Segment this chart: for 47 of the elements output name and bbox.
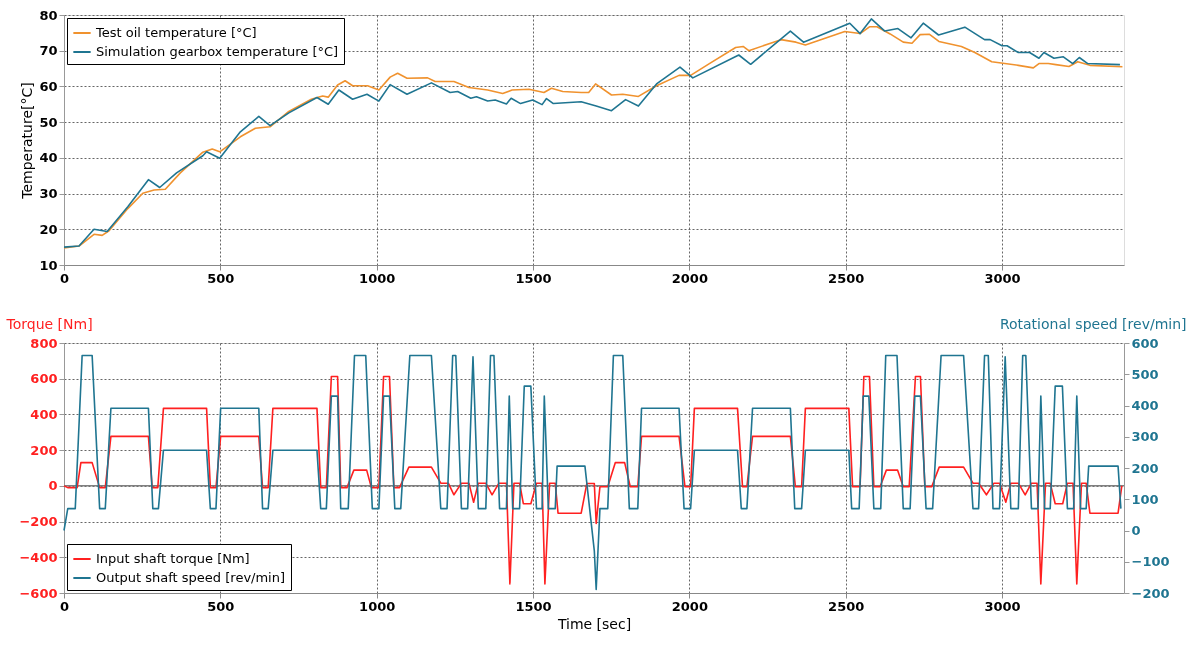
x-tick-label: 3000 [984, 270, 1021, 286]
y-axis-title: Temperature[°C] [19, 82, 36, 200]
y-tick-label: 60 [39, 78, 58, 94]
x-tick-label: 2000 [671, 270, 708, 286]
y-tick-label: 10 [39, 257, 58, 273]
y2-tick-label: 0 [1131, 523, 1141, 538]
legend-label: Simulation gearbox temperature [°C] [96, 44, 339, 59]
y2-tick-label: −200 [1131, 585, 1170, 601]
y-tick-label: 600 [30, 371, 58, 387]
y-tick-label: 0 [48, 478, 58, 494]
y2-tick-label: 200 [1131, 460, 1159, 476]
y-tick-label: 800 [30, 335, 58, 351]
y2-tick-label: 400 [1131, 398, 1159, 413]
x-tick-label: 500 [207, 598, 235, 614]
x-axis-title: Time [sec] [556, 615, 632, 632]
x-tick-label: 1500 [515, 598, 552, 614]
x-tick-label: 1000 [359, 270, 396, 286]
y2-axis-title: Rotational speed [rev/min] [999, 315, 1187, 332]
y-tick-label: 20 [39, 221, 58, 237]
y-tick-label: 200 [30, 442, 58, 458]
y2-tick-label: 500 [1131, 366, 1159, 382]
y-tick-label: 400 [30, 406, 58, 422]
x-tick-label: 2000 [671, 598, 708, 614]
y-tick-label: −200 [19, 514, 58, 530]
y-tick-label: 30 [39, 186, 58, 202]
x-tick-label: 2500 [828, 598, 865, 614]
y-tick-label: 50 [39, 114, 58, 130]
y-tick-label: 80 [39, 7, 58, 23]
legend-label: Test oil temperature [°C] [95, 25, 257, 40]
x-tick-label: 2500 [828, 270, 865, 286]
y2-tick-label: 600 [1131, 335, 1159, 351]
x-tick-label: 500 [207, 270, 235, 286]
legend-label: Output shaft speed [rev/min] [96, 570, 286, 585]
y-axis-title: Torque [Nm] [5, 315, 93, 332]
x-tick-label: 3000 [984, 598, 1021, 614]
y-tick-label: −400 [19, 549, 58, 565]
y2-tick-label: 300 [1131, 429, 1159, 445]
y-tick-label: 70 [39, 43, 58, 59]
x-tick-label: 1500 [515, 270, 552, 286]
legend-label: Input shaft torque [Nm] [96, 551, 250, 566]
x-tick-label: 0 [59, 598, 70, 614]
y-tick-label: −600 [19, 585, 58, 601]
y2-tick-label: 100 [1131, 491, 1159, 507]
y2-tick-label: −100 [1131, 554, 1170, 570]
x-tick-label: 1000 [359, 598, 396, 614]
y-tick-label: 40 [39, 150, 58, 166]
x-tick-label: 0 [59, 270, 70, 286]
